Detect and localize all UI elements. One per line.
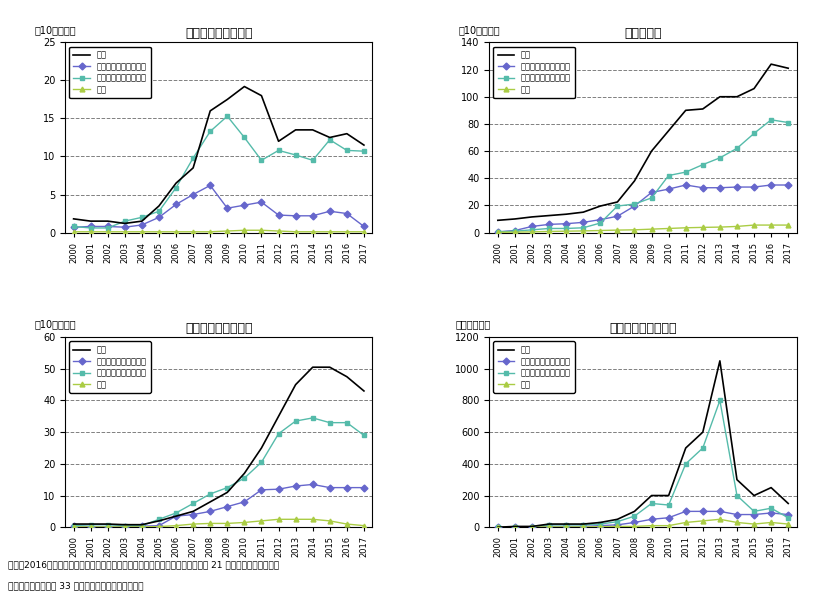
Legend: 総計, 国有（中央政府所管）, 国有（地方政府所管）, 民営: 総計, 国有（中央政府所管）, 国有（地方政府所管）, 民営 bbox=[493, 47, 575, 98]
Text: （10億ドル）: （10億ドル） bbox=[34, 25, 76, 35]
Text: （10億ドル）: （10億ドル） bbox=[459, 25, 500, 35]
Legend: 総計, 国有（中央政府所管）, 国有（地方政府所管）, 民営: 総計, 国有（中央政府所管）, 国有（地方政府所管）, 民営 bbox=[69, 47, 151, 98]
Title: 政府補助額（単年）: 政府補助額（単年） bbox=[609, 322, 676, 335]
Legend: 総計, 国有（中央政府所管）, 国有（地方政府所管）, 民営: 総計, 国有（中央政府所管）, 国有（地方政府所管）, 民営 bbox=[69, 341, 151, 393]
Title: 短期借入金（残高）: 短期借入金（残高） bbox=[185, 322, 253, 335]
Text: （百万ドル）: （百万ドル） bbox=[455, 319, 491, 330]
Title: 長期借入金（残高）: 長期借入金（残高） bbox=[185, 27, 253, 40]
Text: 備考：2016年末時点で中央政府所管国有企業は５社。地方政府所管国有企業は 21 社。民営企業は７社。: 備考：2016年末時点で中央政府所管国有企業は５社。地方政府所管国有企業は 21… bbox=[8, 561, 279, 570]
Text: 資料：中国鉄鬼上場 33 社「年度報告書」より作成。: 資料：中国鉄鬼上場 33 社「年度報告書」より作成。 bbox=[8, 582, 144, 591]
Legend: 総計, 国有（中央政府所管）, 国有（地方政府所管）, 民営: 総計, 国有（中央政府所管）, 国有（地方政府所管）, 民営 bbox=[493, 341, 575, 393]
Text: （10億ドル）: （10億ドル） bbox=[34, 319, 76, 330]
Title: 固定資産額: 固定資産額 bbox=[624, 27, 662, 40]
